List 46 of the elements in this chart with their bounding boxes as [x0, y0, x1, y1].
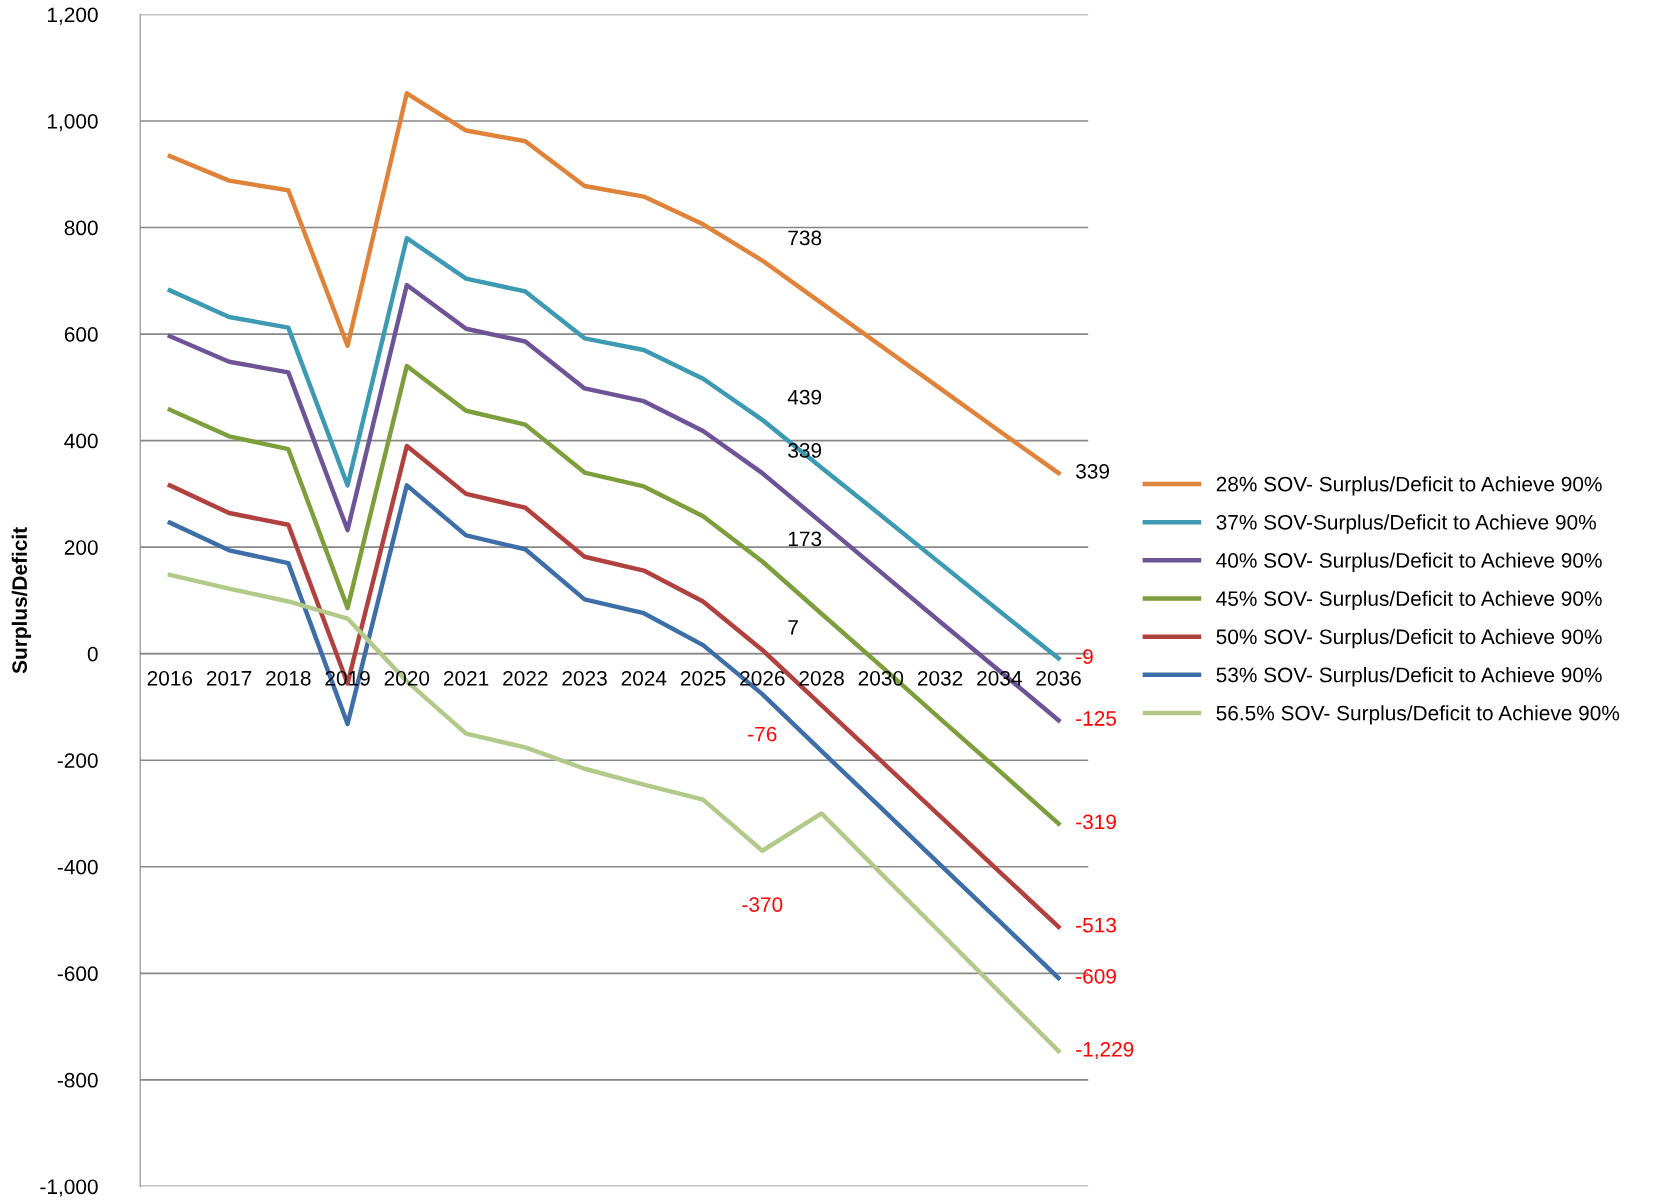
x-tick-label: 2023: [562, 670, 607, 686]
legend-label: 56.5% SOV- Surplus/Deficit to Achieve 90%: [1216, 705, 1620, 725]
x-tick-label: 2021: [443, 670, 489, 686]
data-label: -513: [1076, 917, 1117, 933]
y-tick-label: 1,200: [47, 7, 98, 25]
legend-label: 40% SOV- Surplus/Deficit to Achieve 90%: [1216, 552, 1602, 572]
legend-label: 53% SOV- Surplus/Deficit to Achieve 90%: [1216, 667, 1602, 687]
data-label: -609: [1076, 968, 1116, 984]
data-label: 173: [788, 531, 822, 547]
y-tick-label: -800: [57, 1072, 98, 1088]
x-tick-label: 2017: [206, 670, 252, 686]
data-label: -125: [1076, 711, 1117, 726]
y-tick-label: -400: [57, 859, 98, 875]
y-tick-label: 0: [87, 646, 98, 662]
y-tick-label: 400: [64, 433, 98, 449]
y-tick-label: -600: [57, 966, 98, 982]
data-label: 339: [1076, 463, 1109, 479]
y-axis-title: Surplus/Deficit: [11, 527, 32, 674]
legend-label: 37% SOV-Surplus/Deficit to Achieve 90%: [1216, 514, 1596, 534]
legend-label: 50% SOV- Surplus/Deficit to Achieve 90%: [1216, 628, 1602, 649]
x-tick-label: 2016: [147, 670, 193, 686]
y-tick-label: 200: [64, 540, 98, 555]
y-tick-label: 800: [64, 220, 98, 236]
data-label: 7: [788, 620, 798, 635]
x-tick-label: 2020: [384, 670, 430, 686]
x-tick-label: 2036: [1036, 670, 1081, 686]
data-label: -76: [748, 726, 777, 742]
y-tick-label: 600: [64, 327, 98, 342]
data-label: -370: [742, 897, 783, 912]
x-tick-label: 2024: [621, 670, 667, 686]
legend-label: 45% SOV- Surplus/Deficit to Achieve 90%: [1216, 590, 1602, 611]
x-tick-label: 2028: [799, 670, 844, 686]
annotation: -1,229: [1076, 1041, 1134, 1060]
y-tick-label: -200: [57, 753, 98, 768]
data-label: -9: [1076, 649, 1093, 665]
y-tick-label: -1,000: [40, 1179, 98, 1197]
x-tick-label: 2032: [917, 670, 963, 686]
data-label: 738: [788, 230, 822, 246]
x-tick-label: 2025: [680, 670, 726, 686]
data-label: -319: [1076, 814, 1116, 830]
x-tick-label: 2018: [266, 670, 311, 686]
legend-label: 28% SOV- Surplus/Deficit to Achieve 90%: [1216, 476, 1602, 496]
x-tick-label: 2022: [503, 670, 548, 686]
line-series: [167, 91, 1061, 476]
y-tick-label: 1,000: [47, 113, 98, 132]
data-label: 439: [787, 389, 822, 405]
